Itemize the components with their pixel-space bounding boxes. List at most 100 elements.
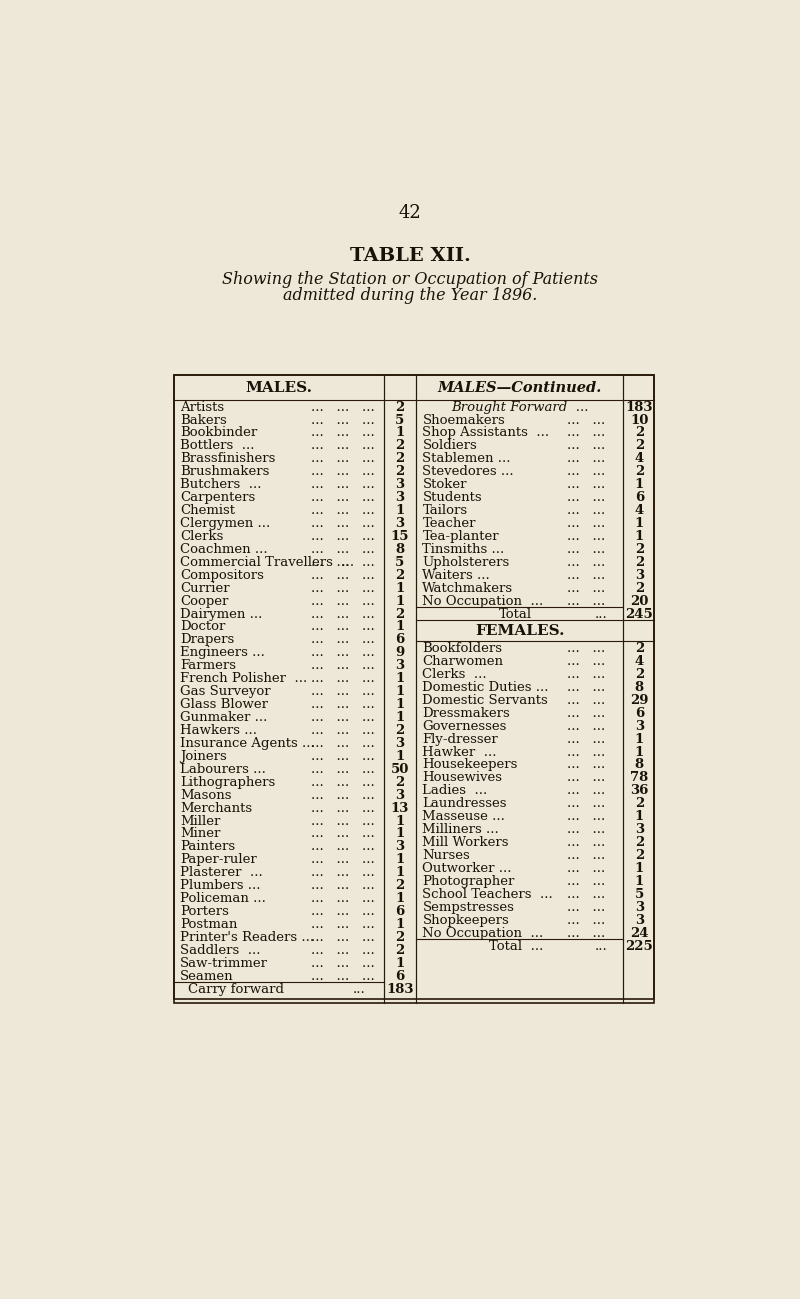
Text: ...   ...: ... ...: [566, 543, 605, 556]
Text: Policeman ...: Policeman ...: [180, 892, 266, 905]
Text: No Occupation  ...: No Occupation ...: [422, 926, 544, 939]
Text: 2: 2: [395, 944, 405, 957]
Text: 8: 8: [395, 543, 405, 556]
Text: ...   ...   ...: ... ... ...: [311, 944, 375, 957]
Text: ...   ...: ... ...: [566, 491, 605, 504]
Text: ...   ...   ...: ... ... ...: [311, 788, 375, 801]
Text: 1: 1: [395, 621, 405, 634]
Text: Farmers: Farmers: [180, 660, 236, 673]
Bar: [174, 375, 654, 999]
Text: Lithographers: Lithographers: [180, 776, 275, 788]
Text: 2: 2: [634, 668, 644, 681]
Text: Tailors: Tailors: [422, 504, 467, 517]
Text: Butchers  ...: Butchers ...: [180, 478, 262, 491]
Text: Miller: Miller: [180, 814, 220, 827]
Text: ...   ...   ...: ... ... ...: [311, 517, 375, 530]
Text: ...   ...: ... ...: [566, 530, 605, 543]
Text: Gunmaker ...: Gunmaker ...: [180, 711, 267, 724]
Text: Tinsmiths ...: Tinsmiths ...: [422, 543, 505, 556]
Text: 3: 3: [395, 840, 405, 853]
Text: ...   ...: ... ...: [566, 798, 605, 811]
Text: 183: 183: [626, 400, 653, 413]
Text: ...   ...: ... ...: [566, 517, 605, 530]
Text: ...   ...   ...: ... ... ...: [311, 660, 375, 673]
Text: ...   ...: ... ...: [566, 720, 605, 733]
Text: ...   ...   ...: ... ... ...: [311, 814, 375, 827]
Text: ...   ...: ... ...: [566, 694, 605, 707]
Text: Joiners: Joiners: [180, 750, 226, 763]
Text: ...   ...: ... ...: [566, 746, 605, 759]
Text: 2: 2: [634, 850, 644, 863]
Text: 3: 3: [635, 900, 644, 913]
Text: ...   ...: ... ...: [566, 837, 605, 850]
Text: Total  ...: Total ...: [489, 939, 543, 952]
Text: Hawker  ...: Hawker ...: [422, 746, 497, 759]
Text: ...   ...   ...: ... ... ...: [311, 439, 375, 452]
Text: Miner: Miner: [180, 827, 220, 840]
Text: Dressmakers: Dressmakers: [422, 707, 510, 720]
Text: ...   ...: ... ...: [566, 556, 605, 569]
Text: ...   ...: ... ...: [566, 582, 605, 595]
Text: 4: 4: [634, 504, 644, 517]
Text: 1: 1: [395, 814, 405, 827]
Text: 8: 8: [635, 681, 644, 694]
Text: Nurses: Nurses: [422, 850, 470, 863]
Text: Drapers: Drapers: [180, 634, 234, 647]
Text: ...   ...   ...: ... ... ...: [311, 556, 375, 569]
Text: Compositors: Compositors: [180, 569, 264, 582]
Text: Total: Total: [499, 608, 532, 621]
Text: 50: 50: [390, 763, 409, 776]
Text: ...: ...: [353, 983, 366, 996]
Text: ...   ...   ...: ... ... ...: [311, 426, 375, 439]
Text: ...   ...   ...: ... ... ...: [311, 698, 375, 711]
Text: Governesses: Governesses: [422, 720, 506, 733]
Text: ...   ...: ... ...: [566, 926, 605, 939]
Text: 2: 2: [634, 798, 644, 811]
Text: ...   ...: ... ...: [566, 452, 605, 465]
Text: 183: 183: [386, 983, 414, 996]
Text: 3: 3: [635, 569, 644, 582]
Text: 3: 3: [635, 720, 644, 733]
Text: 2: 2: [395, 931, 405, 944]
Text: ...   ...   ...: ... ... ...: [311, 608, 375, 621]
Text: 42: 42: [398, 204, 422, 222]
Text: Stablemen ...: Stablemen ...: [422, 452, 511, 465]
Text: Dairymen ...: Dairymen ...: [180, 608, 262, 621]
Text: 1: 1: [395, 750, 405, 763]
Text: 1: 1: [395, 426, 405, 439]
Text: 24: 24: [630, 926, 649, 939]
Text: School Teachers  ...: School Teachers ...: [422, 887, 553, 900]
Text: ...   ...   ...: ... ... ...: [311, 569, 375, 582]
Text: ...   ...: ... ...: [566, 569, 605, 582]
Text: Coachmen ...: Coachmen ...: [180, 543, 267, 556]
Text: Clergymen ...: Clergymen ...: [180, 517, 270, 530]
Text: 1: 1: [395, 892, 405, 905]
Text: 1: 1: [395, 918, 405, 931]
Text: ...   ...   ...: ... ... ...: [311, 931, 375, 944]
Text: 1: 1: [395, 685, 405, 698]
Text: Bookbinder: Bookbinder: [180, 426, 257, 439]
Text: ...   ...   ...: ... ... ...: [311, 905, 375, 918]
Text: 6: 6: [634, 707, 644, 720]
Text: Sempstresses: Sempstresses: [422, 900, 514, 913]
Text: ...   ...   ...: ... ... ...: [311, 634, 375, 647]
Text: Domestic Duties ...: Domestic Duties ...: [422, 681, 549, 694]
Text: Masseuse ...: Masseuse ...: [422, 811, 506, 824]
Text: 1: 1: [634, 746, 644, 759]
Text: ...   ...   ...: ... ... ...: [311, 478, 375, 491]
Text: Currier: Currier: [180, 582, 230, 595]
Text: Photographer: Photographer: [422, 876, 514, 889]
Text: Students: Students: [422, 491, 482, 504]
Text: 1: 1: [395, 957, 405, 970]
Text: ...   ...   ...: ... ... ...: [311, 827, 375, 840]
Text: ...: ...: [595, 608, 608, 621]
Text: ...   ...: ... ...: [566, 850, 605, 863]
Text: Paper-ruler: Paper-ruler: [180, 853, 257, 866]
Text: 3: 3: [395, 517, 405, 530]
Text: 4: 4: [634, 452, 644, 465]
Text: Brought Forward  ...: Brought Forward ...: [451, 400, 589, 413]
Text: ...   ...   ...: ... ... ...: [311, 685, 375, 698]
Text: ...: ...: [595, 939, 608, 952]
Text: 1: 1: [634, 876, 644, 889]
Text: Saw-trimmer: Saw-trimmer: [180, 957, 268, 970]
